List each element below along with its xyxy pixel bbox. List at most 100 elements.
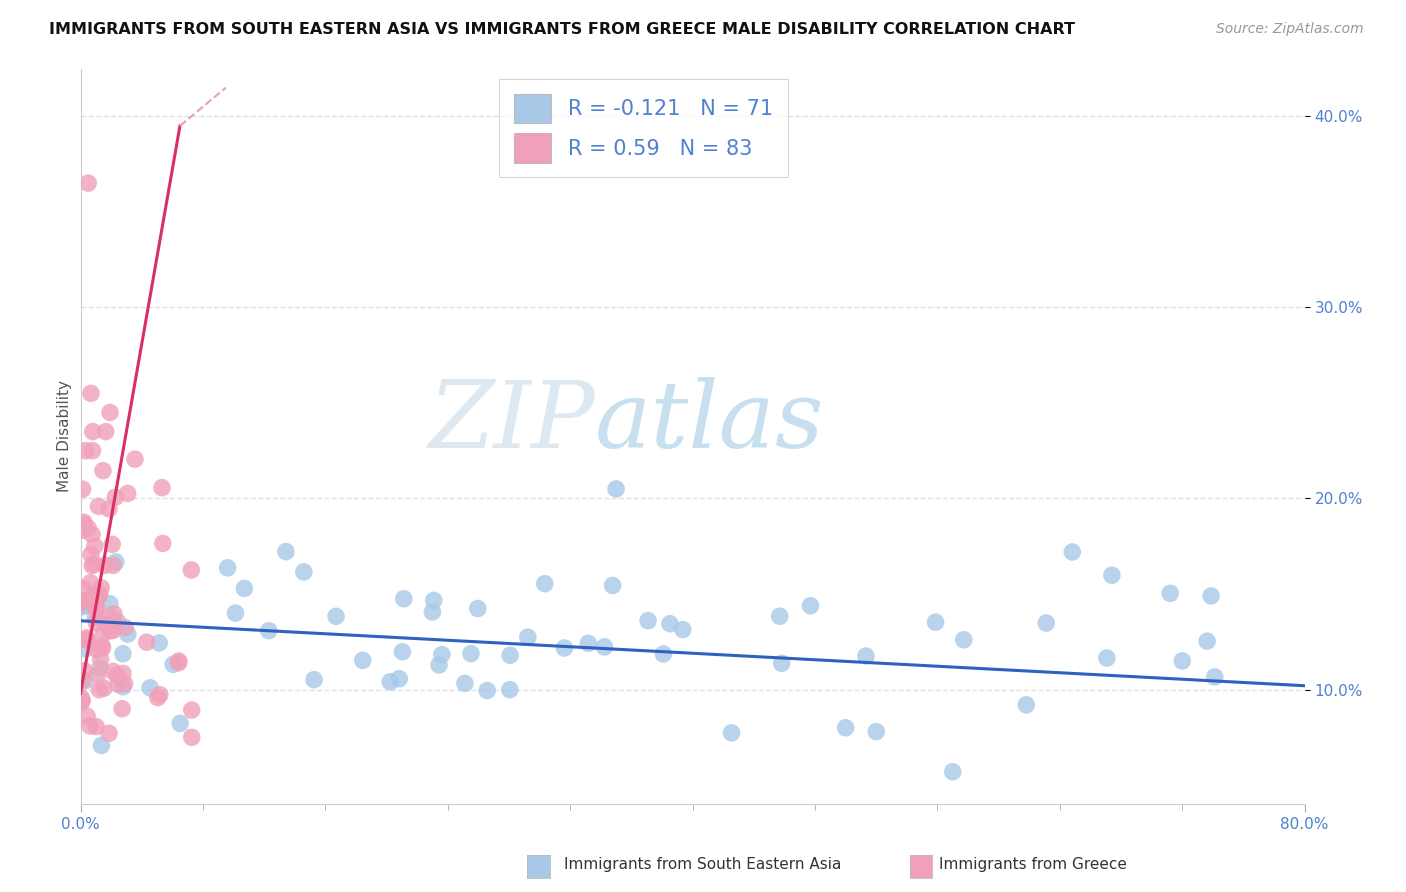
Point [475,683,498,698]
Point [77,521,100,535]
Point [101,613,124,627]
Point [117,486,139,500]
Point [602,578,624,592]
Point [86,603,108,617]
Point [111,666,134,681]
Point [1062,545,1084,559]
Point [274,544,297,558]
Point [83,557,105,571]
Point [576,636,599,650]
Point [80,527,103,541]
Point [720,726,742,740]
Text: IMMIGRANTS FROM SOUTH EASTERN ASIA VS IMMIGRANTS FROM GREECE MALE DISABILITY COR: IMMIGRANTS FROM SOUTH EASTERN ASIA VS IM… [49,22,1076,37]
Point [111,647,134,661]
Point [76,633,98,648]
Point [75,632,97,647]
Point [292,565,315,579]
Point [98,597,121,611]
Point [79,575,101,590]
Point [86,616,108,631]
Point [388,672,411,686]
Point [93,626,115,640]
Point [302,673,325,687]
Point [73,664,96,678]
Point [94,558,117,573]
Point [605,482,627,496]
Point [1199,589,1222,603]
Point [80,386,103,401]
Point [114,620,136,634]
Point [70,595,93,609]
Point [1035,615,1057,630]
Point [89,661,111,675]
Point [770,657,793,671]
Point [499,682,522,697]
Point [87,589,110,603]
Point [135,635,157,649]
Point [553,640,575,655]
Y-axis label: Male Disability: Male Disability [58,380,72,492]
Point [107,677,129,691]
Point [76,709,98,723]
Point [533,576,555,591]
Point [467,601,489,615]
Text: ZIP: ZIP [427,376,595,467]
Point [150,481,173,495]
Point [70,594,93,608]
Point [70,599,93,614]
Point [162,657,184,672]
Point [834,721,856,735]
Point [87,500,110,514]
Point [98,405,121,419]
Point [101,537,124,551]
Point [1095,651,1118,665]
Point [148,636,170,650]
Point [103,607,125,621]
Point [865,724,887,739]
Point [72,582,94,596]
Point [257,624,280,638]
Text: Immigrants from Greece: Immigrants from Greece [939,857,1128,872]
Point [1015,698,1038,712]
Text: atlas: atlas [595,376,824,467]
Point [325,609,347,624]
Point [1159,586,1181,600]
Point [593,640,616,654]
Point [942,764,965,779]
Point [98,726,121,740]
Point [105,668,128,682]
Point [72,523,94,537]
Point [112,680,135,694]
Point [79,719,101,733]
Point [86,667,108,681]
Point [104,490,127,504]
Point [73,599,96,613]
Point [146,690,169,705]
Point [427,657,450,672]
Text: Immigrants from South Eastern Asia: Immigrants from South Eastern Asia [564,857,842,872]
Point [75,673,97,688]
Point [422,605,444,619]
Point [1171,654,1194,668]
Point [84,610,107,624]
Point [76,631,98,645]
Point [217,561,239,575]
Point [672,623,695,637]
Point [855,648,877,663]
Point [73,516,96,530]
Point [70,695,93,709]
Point [72,482,94,496]
Point [96,617,118,632]
Point [423,593,446,607]
Point [101,624,124,638]
Point [1197,634,1219,648]
Point [77,176,100,190]
Point [392,591,415,606]
Point [516,630,538,644]
Point [75,641,97,656]
Point [652,647,675,661]
Point [454,676,477,690]
Point [924,615,946,629]
Point [91,640,114,655]
Point [70,690,93,705]
